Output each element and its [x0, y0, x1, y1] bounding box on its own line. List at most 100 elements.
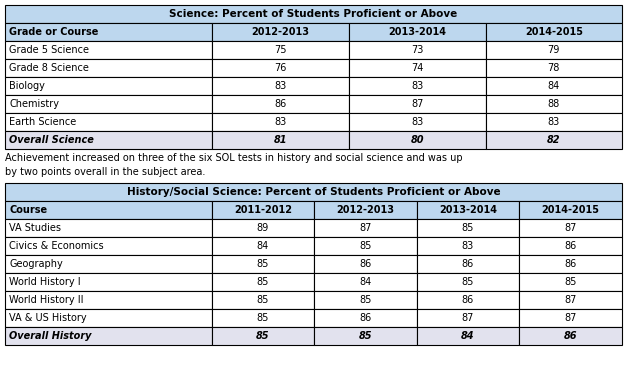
- Bar: [519, 273, 622, 291]
- Bar: [349, 77, 486, 95]
- Bar: [314, 219, 416, 237]
- Text: 84: 84: [461, 331, 475, 341]
- Text: 2014-2015: 2014-2015: [525, 27, 583, 37]
- Text: 2014-2015: 2014-2015: [542, 205, 599, 215]
- Text: 83: 83: [548, 117, 560, 127]
- Bar: [519, 237, 622, 255]
- Text: 84: 84: [257, 241, 269, 251]
- Text: Civics & Economics: Civics & Economics: [9, 241, 103, 251]
- Text: Science: Percent of Students Proficient or Above: Science: Percent of Students Proficient …: [169, 9, 458, 19]
- Bar: [349, 95, 486, 113]
- Text: 2012-2013: 2012-2013: [251, 27, 309, 37]
- Bar: [314, 237, 416, 255]
- Text: 86: 86: [359, 259, 371, 269]
- Bar: [349, 113, 486, 131]
- Bar: [5, 237, 212, 255]
- Bar: [5, 183, 622, 201]
- Text: VA & US History: VA & US History: [9, 313, 87, 323]
- Text: Grade or Course: Grade or Course: [9, 27, 98, 37]
- Text: 83: 83: [411, 81, 423, 91]
- Text: Geography: Geography: [9, 259, 63, 269]
- Bar: [416, 237, 519, 255]
- Text: 87: 87: [411, 99, 423, 109]
- Text: Biology: Biology: [9, 81, 45, 91]
- Bar: [314, 201, 416, 219]
- Bar: [5, 219, 212, 237]
- Bar: [5, 201, 212, 219]
- Bar: [5, 255, 212, 273]
- Text: 85: 85: [256, 313, 269, 323]
- Text: World History I: World History I: [9, 277, 81, 287]
- Bar: [519, 291, 622, 309]
- Text: 84: 84: [359, 277, 371, 287]
- Text: 85: 85: [359, 241, 372, 251]
- Bar: [416, 327, 519, 345]
- Bar: [519, 327, 622, 345]
- Bar: [416, 291, 519, 309]
- Text: 85: 85: [256, 331, 270, 341]
- Text: 87: 87: [564, 223, 577, 233]
- Text: 85: 85: [256, 259, 269, 269]
- Bar: [416, 255, 519, 273]
- Text: Grade 8 Science: Grade 8 Science: [9, 63, 89, 73]
- Bar: [486, 77, 622, 95]
- Text: 86: 86: [461, 259, 474, 269]
- Text: Overall History: Overall History: [9, 331, 92, 341]
- Text: Achievement increased on three of the six SOL tests in history and social scienc: Achievement increased on three of the si…: [5, 153, 463, 177]
- Bar: [5, 5, 622, 23]
- Bar: [212, 77, 349, 95]
- Bar: [5, 23, 212, 41]
- Bar: [416, 201, 519, 219]
- Text: 85: 85: [461, 223, 474, 233]
- Text: 2013-2014: 2013-2014: [439, 205, 497, 215]
- Text: 87: 87: [359, 223, 372, 233]
- Bar: [349, 59, 486, 77]
- Bar: [212, 131, 349, 149]
- Text: 74: 74: [411, 63, 423, 73]
- Bar: [212, 113, 349, 131]
- Bar: [212, 95, 349, 113]
- Text: 81: 81: [273, 135, 287, 145]
- Bar: [5, 273, 212, 291]
- Text: 75: 75: [274, 45, 287, 55]
- Text: 86: 86: [564, 259, 577, 269]
- Text: 83: 83: [274, 117, 287, 127]
- Text: 86: 86: [359, 313, 371, 323]
- Text: 79: 79: [547, 45, 560, 55]
- Bar: [349, 131, 486, 149]
- Text: 86: 86: [564, 241, 577, 251]
- Bar: [314, 273, 416, 291]
- Text: 84: 84: [548, 81, 560, 91]
- Bar: [5, 131, 212, 149]
- Bar: [314, 255, 416, 273]
- Text: 82: 82: [547, 135, 561, 145]
- Bar: [212, 41, 349, 59]
- Text: History/Social Science: Percent of Students Proficient or Above: History/Social Science: Percent of Stude…: [127, 187, 500, 197]
- Bar: [212, 327, 314, 345]
- Bar: [5, 291, 212, 309]
- Text: Overall Science: Overall Science: [9, 135, 94, 145]
- Bar: [519, 255, 622, 273]
- Bar: [349, 23, 486, 41]
- Text: 78: 78: [547, 63, 560, 73]
- Text: 87: 87: [564, 313, 577, 323]
- Bar: [5, 113, 212, 131]
- Text: 86: 86: [461, 295, 474, 305]
- Bar: [486, 59, 622, 77]
- Text: 2012-2013: 2012-2013: [336, 205, 394, 215]
- Text: 87: 87: [564, 295, 577, 305]
- Text: 85: 85: [359, 295, 372, 305]
- Text: 85: 85: [256, 277, 269, 287]
- Text: 89: 89: [257, 223, 269, 233]
- Bar: [5, 309, 212, 327]
- Bar: [486, 95, 622, 113]
- Bar: [349, 41, 486, 59]
- Bar: [212, 23, 349, 41]
- Bar: [519, 201, 622, 219]
- Text: 73: 73: [411, 45, 423, 55]
- Bar: [212, 309, 314, 327]
- Bar: [486, 41, 622, 59]
- Bar: [519, 309, 622, 327]
- Bar: [212, 219, 314, 237]
- Bar: [416, 273, 519, 291]
